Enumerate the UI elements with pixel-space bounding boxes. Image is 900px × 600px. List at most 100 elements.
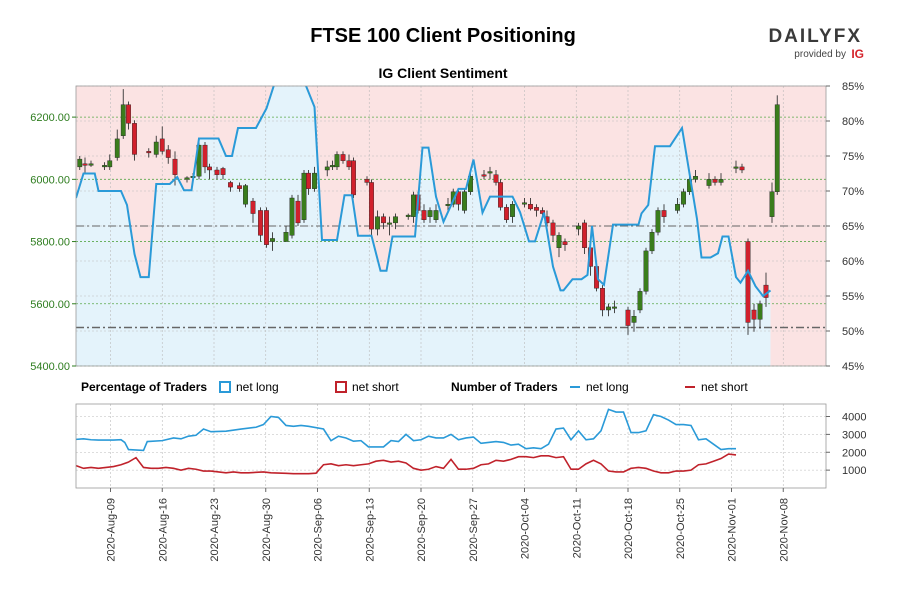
candle-body — [643, 250, 649, 292]
candle — [468, 173, 473, 195]
candle — [289, 194, 295, 239]
legend-percent-short-label: net short — [352, 380, 399, 394]
price-tick-label: 6200.00 — [30, 112, 70, 124]
candle-body — [550, 222, 556, 236]
candle-body — [556, 235, 562, 248]
candle — [606, 303, 611, 317]
candle — [693, 170, 698, 183]
candle-body — [706, 179, 712, 186]
candle — [77, 156, 83, 170]
candle — [757, 300, 763, 329]
candle — [733, 160, 739, 174]
candle — [421, 204, 427, 223]
candle-body — [675, 204, 680, 211]
candle-body — [202, 144, 208, 168]
candle — [243, 184, 248, 208]
price-tick-label: 5800.00 — [30, 237, 70, 249]
date-tick-label: 2020-Aug-23 — [209, 498, 221, 562]
candle — [510, 201, 515, 223]
candle — [739, 163, 745, 174]
candle — [481, 170, 487, 180]
candle — [214, 166, 220, 180]
candle — [556, 232, 562, 258]
trader-count-panel: 1000 2000 3000 4000 2020-Aug-09 2020-Aug-16 20… — [75, 403, 866, 562]
candle-body — [405, 214, 411, 217]
price-tick-label: 5600.00 — [30, 299, 70, 311]
candle — [114, 129, 120, 161]
candle-body — [528, 204, 533, 210]
candle — [334, 151, 340, 170]
candle-body — [600, 288, 605, 311]
candle — [625, 306, 631, 335]
candle — [250, 198, 256, 223]
percent-tick-label: 65% — [842, 221, 864, 233]
candle — [381, 213, 386, 230]
candle — [427, 207, 433, 223]
percent-tick-label: 45% — [842, 361, 864, 373]
count-net-short-line — [75, 453, 737, 475]
candle — [600, 285, 605, 317]
date-tick-label: 2020-Aug-09 — [106, 498, 118, 562]
candle-body — [498, 182, 503, 208]
candle-body — [364, 179, 370, 183]
percent-tick-label: 50% — [842, 326, 864, 338]
candle-body — [214, 169, 220, 175]
candle — [643, 247, 649, 295]
candle-body — [481, 174, 487, 177]
candle — [88, 160, 94, 167]
sentiment-price-panel: 5400.00 5600.00 5800.00 6000.00 6200.00 45% 50… — [30, 81, 864, 373]
top-chart-title: IG Client Sentiment — [378, 65, 507, 81]
candle — [774, 95, 780, 195]
bottom-panel-frame — [75, 403, 827, 489]
candle-body — [301, 172, 307, 220]
candle — [534, 204, 539, 217]
candle-body — [534, 207, 539, 211]
candle-body — [126, 104, 131, 124]
candle-body — [270, 238, 275, 242]
candle-body — [346, 160, 352, 168]
candle-body — [751, 309, 757, 320]
candle-body — [661, 210, 667, 217]
chart-title: FTSE 100 Client Positioning — [310, 25, 576, 47]
candle-body — [132, 123, 137, 155]
candle — [649, 229, 655, 254]
candle — [456, 188, 461, 211]
candle-body — [324, 166, 330, 171]
candle — [295, 194, 301, 226]
candle — [264, 207, 269, 248]
candle-body — [114, 138, 120, 158]
candle-body — [220, 168, 226, 175]
candle — [522, 198, 527, 208]
candle — [637, 288, 643, 314]
date-tick-label: 2020-Sep-20 — [416, 498, 428, 562]
count-tick-label: 4000 — [842, 412, 866, 424]
candle-body — [774, 104, 780, 192]
candle-body — [712, 179, 718, 183]
candle-body — [120, 104, 126, 136]
candle-body — [487, 171, 493, 174]
candle — [153, 135, 159, 158]
date-tick-label: 2020-Oct-18 — [623, 498, 635, 559]
legend-percentage-heading: Percentage of Traders — [81, 380, 207, 394]
candle — [375, 210, 380, 236]
candle — [132, 120, 137, 161]
candle — [207, 163, 212, 180]
date-tick-label: 2020-Aug-16 — [157, 498, 169, 562]
candle-body — [243, 185, 248, 205]
price-tick-label: 5400.00 — [30, 361, 70, 373]
candle — [576, 222, 581, 236]
candle — [550, 219, 556, 242]
candle-body — [445, 204, 451, 206]
candle-body — [228, 182, 233, 188]
candle-body — [522, 202, 527, 205]
candle-body — [718, 179, 724, 183]
candle — [528, 198, 533, 211]
candle-body — [77, 158, 83, 168]
date-tick-label: 2020-Oct-25 — [675, 498, 687, 559]
candle-body — [351, 160, 356, 196]
candle-body — [510, 204, 515, 217]
candle-body — [159, 138, 165, 152]
candle-body — [165, 149, 171, 158]
date-tick-label: 2020-Sep-06 — [313, 498, 325, 562]
